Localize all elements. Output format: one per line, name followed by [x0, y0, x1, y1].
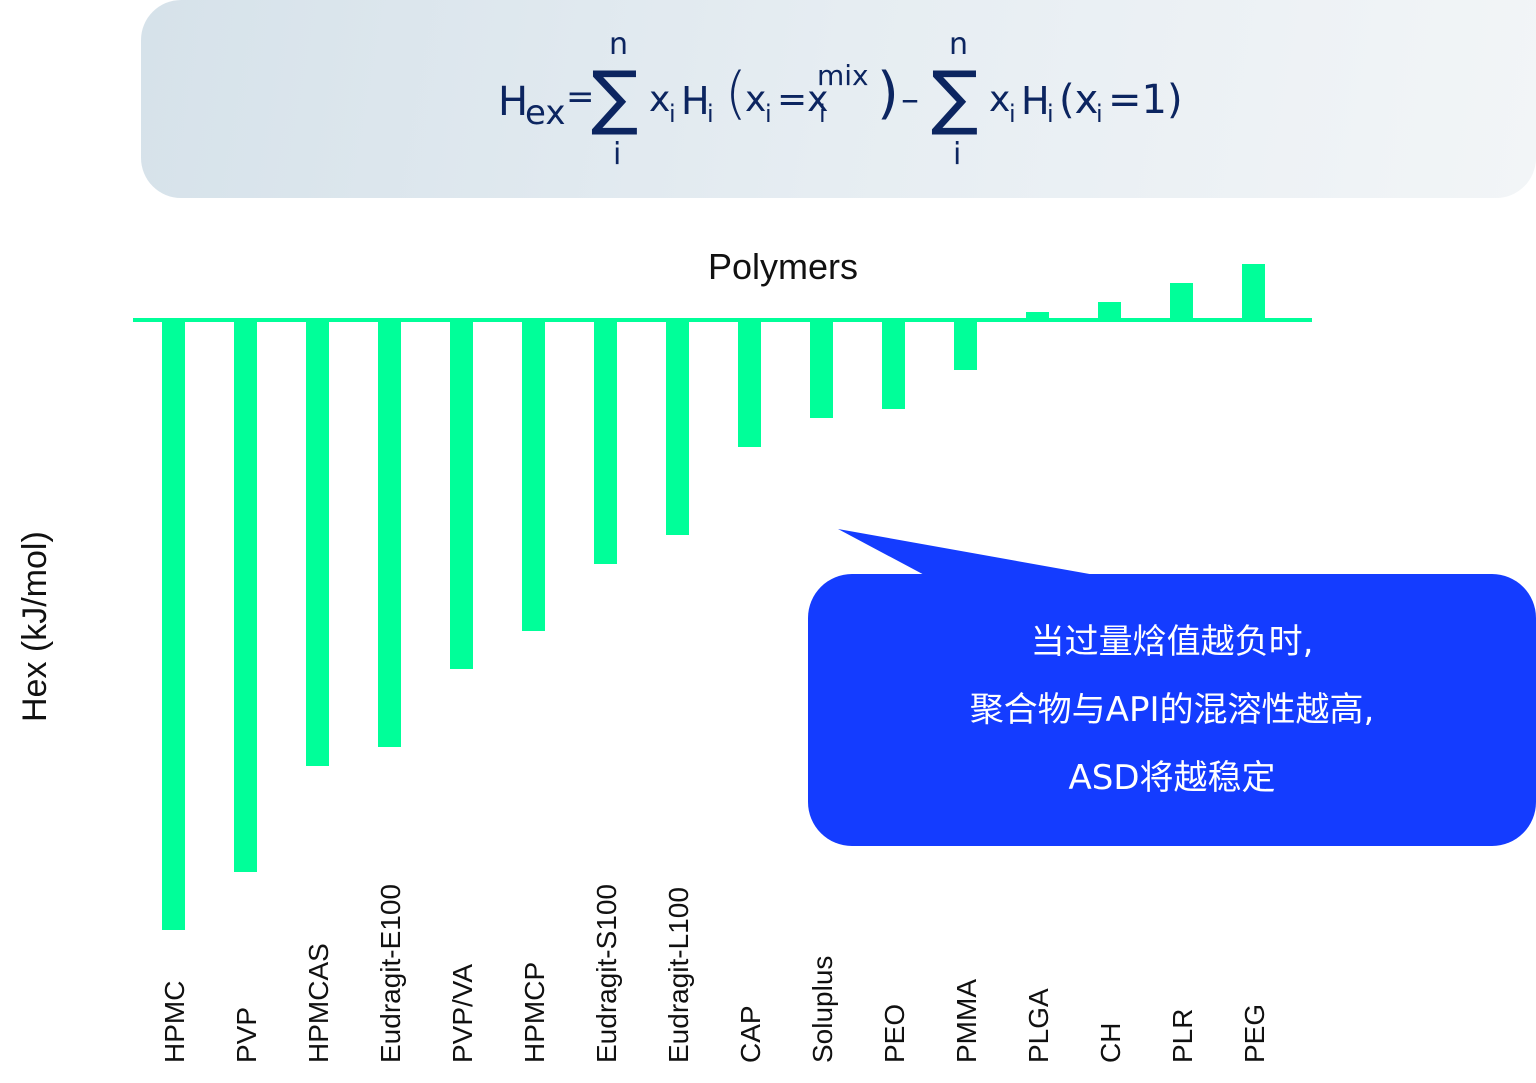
- x-tick-label: Eudragit-S100: [591, 883, 622, 1063]
- chart-title: Polymers: [708, 246, 859, 287]
- term-h-sub: i: [707, 100, 714, 128]
- bar-cap: [738, 320, 761, 447]
- bar-ch: [1098, 302, 1121, 320]
- speech-bubble: [808, 574, 1536, 846]
- x-tick-label: PLR: [1167, 1008, 1198, 1063]
- bar-eudragit-s100: [594, 320, 617, 564]
- bar-soluplus: [810, 320, 833, 418]
- bar-pmma: [954, 320, 977, 370]
- term2-h: H: [1021, 79, 1050, 123]
- sum1-top: n: [609, 27, 629, 62]
- x-tick-label: PVP/VA: [447, 963, 478, 1063]
- bar-pvp: [234, 320, 257, 872]
- bar-eudragit-e100: [378, 320, 401, 747]
- paren2-x: (x: [1059, 77, 1099, 123]
- paren-mix-sup: mix: [817, 59, 869, 92]
- term-x-sub: i: [669, 100, 676, 128]
- x-tick-label: HPMC: [159, 980, 190, 1063]
- excess-enthalpy-formula: H ex = n ∑ i x i H i ( x i =x mix i ) – …: [141, 0, 1536, 198]
- x-tick-label: PVP: [231, 1006, 262, 1063]
- bar-pvp-va: [450, 320, 473, 669]
- formula-lhs-sub: ex: [525, 93, 566, 133]
- annotation-text: 当过量焓值越负时, 聚合物与API的混溶性越高, ASD将越稳定: [808, 574, 1536, 846]
- annotation-line-3: ASD将越稳定: [1068, 758, 1276, 798]
- x-tick-label: Eudragit-E100: [375, 883, 406, 1063]
- paren-open: (: [725, 61, 747, 126]
- term-h: H: [681, 79, 710, 123]
- sum1-sigma-icon: ∑: [591, 56, 639, 138]
- bar-hpmc: [162, 320, 185, 930]
- annotation-line-1: 当过量焓值越负时,: [1030, 622, 1314, 662]
- x-tick-label: HPMCP: [519, 961, 550, 1063]
- x-tick-label: Soluplus: [807, 955, 838, 1063]
- sum1-bottom: i: [613, 137, 622, 172]
- x-tick-label: PMMA: [951, 979, 982, 1063]
- formula-equals: =: [566, 77, 595, 117]
- zero-axis-line: [133, 318, 1312, 322]
- term2-h-sub: i: [1047, 100, 1054, 128]
- bar-eudragit-l100: [666, 320, 689, 535]
- formula-lhs: H: [498, 79, 529, 125]
- paren-eq-x: =x: [777, 79, 829, 120]
- paren-x-sub: i: [765, 100, 772, 128]
- x-tick-label: PLGA: [1023, 988, 1054, 1063]
- bar-peg: [1242, 264, 1265, 320]
- x-tick-label: HPMCAS: [303, 943, 334, 1063]
- paren-x: x: [745, 79, 767, 120]
- sum2-top: n: [949, 27, 969, 62]
- bar-hpmcp: [522, 320, 545, 631]
- paren2-eq-1: =1): [1108, 77, 1183, 123]
- term-x: x: [649, 79, 671, 120]
- y-axis-label: Hex (kJ/mol): [16, 531, 54, 722]
- term2-x-sub: i: [1009, 100, 1016, 128]
- paren-i-sub: i: [819, 100, 826, 128]
- bar-peo: [882, 320, 905, 409]
- x-tick-label: PEG: [1239, 1003, 1270, 1063]
- paren2-x-sub: i: [1096, 100, 1103, 128]
- bar-plga: [1026, 312, 1049, 320]
- paren-close: ): [877, 61, 899, 126]
- term2-x: x: [989, 79, 1011, 120]
- x-tick-label: CAP: [735, 1005, 766, 1063]
- sum2-sigma-icon: ∑: [931, 56, 979, 138]
- x-tick-label: PEO: [879, 1003, 910, 1063]
- formula-minus: –: [901, 79, 919, 120]
- annotation-line-2: 聚合物与API的混溶性越高,: [969, 690, 1375, 730]
- sum2-bottom: i: [953, 137, 962, 172]
- formula-panel: H ex = n ∑ i x i H i ( x i =x mix i ) – …: [141, 0, 1536, 198]
- bar-hpmcas: [306, 320, 329, 766]
- x-tick-label: Eudragit-L100: [663, 887, 694, 1063]
- x-tick-label: CH: [1095, 1022, 1126, 1063]
- bar-plr: [1170, 283, 1193, 320]
